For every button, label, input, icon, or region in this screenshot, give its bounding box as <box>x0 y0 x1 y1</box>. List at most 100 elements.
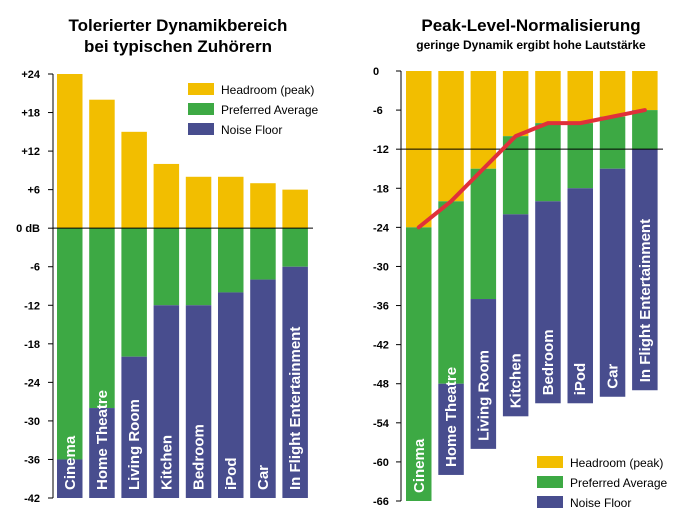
bar-segment-headroom <box>153 163 180 229</box>
bar-segment-noise <box>282 266 308 498</box>
bar-segment-noise <box>632 149 658 391</box>
y-tick-label: -48 <box>373 379 389 391</box>
bar-segment-headroom <box>502 71 529 137</box>
right-title-line1: Peak-Level-Normalisierung <box>421 16 640 35</box>
bar-segment-noise <box>470 299 497 449</box>
y-tick-label: +24 <box>21 69 41 81</box>
y-tick-label: +6 <box>27 185 40 197</box>
bar-segment-preferred <box>470 168 497 300</box>
bar-segment-headroom <box>250 183 276 229</box>
y-tick-label: -12 <box>24 300 40 312</box>
bar-segment-preferred <box>121 228 147 357</box>
category-label: Home Theatre <box>94 390 111 490</box>
right-title-line2: geringe Dynamik ergibt hohe Lautstärke <box>416 38 646 52</box>
category-label: iPod <box>223 458 240 491</box>
bar-segment-preferred <box>632 110 658 150</box>
bar-segment-headroom <box>438 71 464 202</box>
y-tick-label: -54 <box>373 418 390 430</box>
category-label: Car <box>255 465 272 490</box>
category-label: Kitchen <box>508 353 525 408</box>
y-tick-label: 0 <box>373 66 379 78</box>
bar-segment-headroom <box>121 131 147 229</box>
legend-swatch-noise <box>537 496 563 508</box>
bar-segment-noise <box>89 408 115 498</box>
category-label: Home Theatre <box>443 367 460 467</box>
bar-segment-noise <box>438 383 464 475</box>
bar-segment-preferred <box>599 116 626 169</box>
y-tick-label: -24 <box>373 222 390 234</box>
category-label: Kitchen <box>158 435 175 490</box>
bar-segment-noise <box>250 279 276 498</box>
bar-segment-noise <box>535 201 561 404</box>
legend-swatch-preferred <box>537 476 563 488</box>
y-tick-label: -18 <box>373 183 389 195</box>
y-tick-label: -6 <box>30 262 40 274</box>
category-label: iPod <box>572 363 589 396</box>
legend-label-headroom: Headroom (peak) <box>570 456 663 470</box>
y-tick-label: +18 <box>21 108 40 120</box>
y-tick-label: -18 <box>24 339 40 351</box>
bar-segment-noise <box>502 214 529 417</box>
bar-segment-noise <box>153 305 180 498</box>
category-label: Car <box>605 364 622 389</box>
bar-segment-headroom <box>218 176 244 229</box>
legend-swatch-preferred <box>188 103 214 115</box>
legend-swatch-noise <box>188 123 214 135</box>
bar-segment-preferred <box>218 228 244 293</box>
bar-segment-preferred <box>406 227 432 501</box>
y-tick-label: -36 <box>373 301 389 313</box>
legend-label-noise: Noise Floor <box>570 496 631 510</box>
y-tick-label: -30 <box>24 416 40 428</box>
bar-segment-headroom <box>89 99 115 229</box>
y-tick-label: -12 <box>373 144 389 156</box>
bar-segment-headroom <box>470 71 497 169</box>
bar-segment-preferred <box>535 123 561 202</box>
y-tick-label: -30 <box>373 261 389 273</box>
bar-segment-noise <box>218 292 244 498</box>
y-tick-label: -6 <box>373 105 383 117</box>
bar-segment-preferred <box>89 228 115 409</box>
left-title-line1: Tolerierter Dynamikbereich <box>69 16 288 35</box>
y-tick-label: +12 <box>21 146 40 158</box>
bar-segment-headroom <box>185 176 212 229</box>
bar-segment-headroom <box>599 71 626 117</box>
bar-segment-noise <box>121 356 147 498</box>
bar-segment-preferred <box>153 228 180 306</box>
bar-segment-preferred <box>185 228 212 306</box>
legend-label-preferred: Preferred Average <box>570 476 667 490</box>
category-label: Living Room <box>126 399 143 490</box>
bar-segment-noise <box>567 188 593 404</box>
y-tick-label: -66 <box>373 496 389 508</box>
category-label: Living Room <box>475 350 492 441</box>
bar-segment-preferred <box>567 123 593 189</box>
legend-label-noise: Noise Floor <box>221 123 282 137</box>
left-chart: +24 +18 +12 +6 0 dB -6 -12 -18 -24 -30 -36 -42 Cinem… <box>16 69 318 505</box>
category-label: Bedroom <box>540 329 557 395</box>
y-tick-label: -36 <box>24 454 40 466</box>
left-title-line2: bei typischen Zuhörern <box>84 37 272 56</box>
y-tick-label: -42 <box>373 340 389 352</box>
legend-label-headroom: Headroom (peak) <box>221 83 314 97</box>
bar-segment-preferred <box>438 201 464 384</box>
category-label: In Flight Entertainment <box>287 327 304 490</box>
bar-segment-noise <box>599 168 626 397</box>
normalized-curve <box>416 108 647 230</box>
bar-segment-preferred <box>282 228 308 267</box>
bar-segment-headroom <box>632 71 658 111</box>
category-label: Bedroom <box>191 424 208 490</box>
bar-segment-headroom <box>567 71 593 124</box>
bar-segment-headroom <box>57 74 83 229</box>
bar-segment-headroom <box>535 71 561 124</box>
category-label: Cinema <box>411 438 428 493</box>
bar-segment-headroom <box>282 189 308 229</box>
y-tick-label: -24 <box>24 377 41 389</box>
legend-swatch-headroom <box>188 83 214 95</box>
right-chart: 0 -6 -12 -18 -24 -30 -36 -42 -48 -54 -60 -66 Cinema H… <box>373 66 667 510</box>
bar-segment-preferred <box>250 228 276 280</box>
category-label: Cinema <box>62 435 79 490</box>
y-tick-label: -60 <box>373 457 389 469</box>
bar-segment-noise <box>185 305 212 498</box>
legend-swatch-headroom <box>537 456 563 468</box>
